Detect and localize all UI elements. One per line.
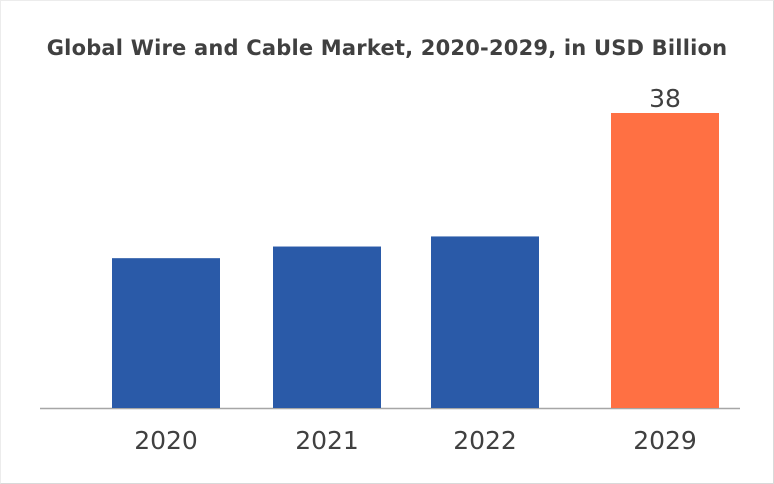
x-tick-label-2020: 2020: [134, 426, 198, 455]
bar-2022: [431, 236, 539, 408]
x-tick-label-2021: 2021: [295, 426, 359, 455]
chart-title: Global Wire and Cable Market, 2020-2029,…: [46, 36, 728, 60]
bar-2029: [611, 113, 719, 408]
bar-2021: [273, 246, 381, 408]
bar-2020: [112, 258, 220, 408]
x-tick-label-2022: 2022: [453, 426, 517, 455]
x-tick-label-2029: 2029: [633, 426, 697, 455]
data-label-2029: 38: [649, 84, 681, 113]
